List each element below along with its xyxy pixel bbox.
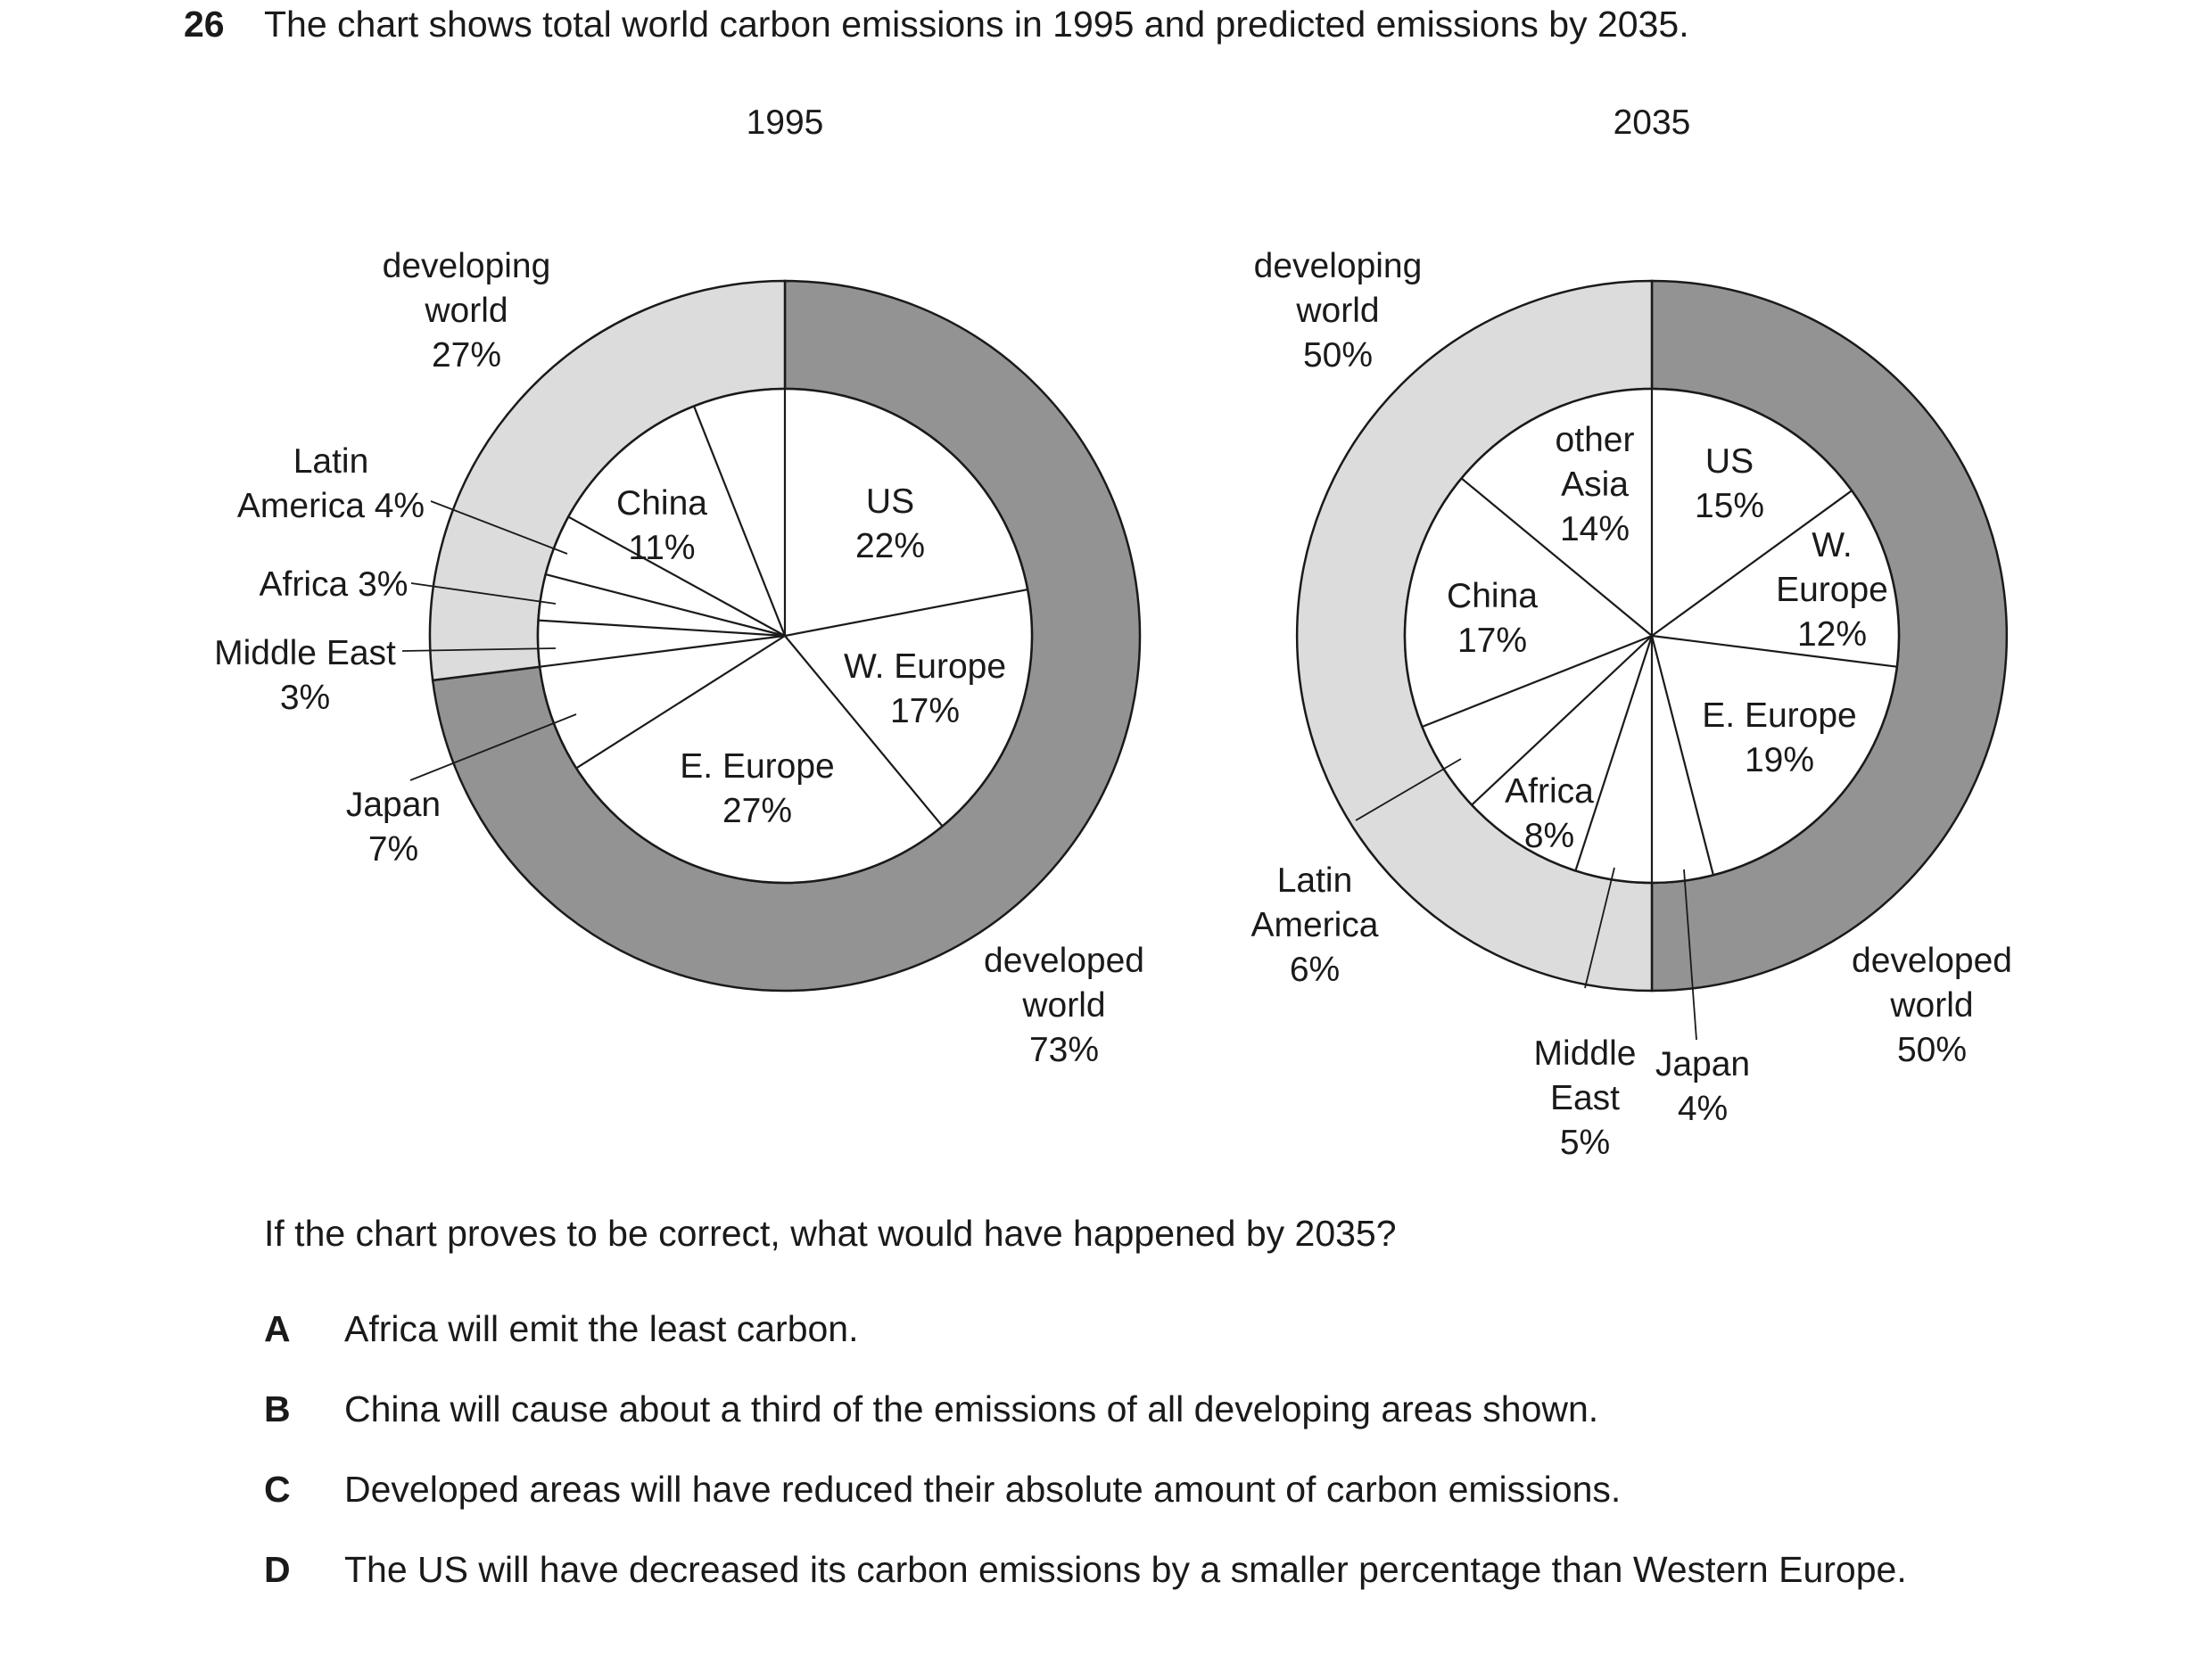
slice-label-latin-america: Latin America 4% bbox=[237, 442, 425, 525]
slice-e-europe bbox=[1651, 634, 1897, 668]
donut-charts: 1995 US 22% W. Europe 17%E. Europe 27% Japan 7%… bbox=[214, 103, 2012, 1162]
question-prompt: If the chart proves to be correct, what … bbox=[264, 1213, 1397, 1254]
slice-label-middle-east: Middle East 3% bbox=[214, 634, 396, 717]
slice-label-us: US 15% bbox=[1695, 442, 1764, 525]
option-a[interactable]: A Africa will emit the least carbon. bbox=[264, 1305, 2039, 1353]
option-b[interactable]: B China will cause about a third of the … bbox=[264, 1385, 2039, 1433]
ring-label-developing-world: developing world 50% bbox=[1254, 247, 1423, 375]
slice-label-w-europe: W. Europe 17% bbox=[844, 647, 1006, 730]
slice-label-china: China 11% bbox=[616, 484, 707, 567]
slice-middle-east bbox=[540, 634, 786, 668]
option-c[interactable]: C Developed areas will have reduced thei… bbox=[264, 1465, 2039, 1513]
leader-line-middle-east bbox=[401, 647, 557, 652]
question-number: 26 bbox=[184, 4, 225, 45]
ring-label-developing-world: developing world 27% bbox=[383, 247, 551, 375]
slice-japan bbox=[1650, 635, 1714, 876]
slice-latin-america bbox=[545, 573, 786, 638]
leader-line-japan bbox=[1683, 869, 1697, 1041]
leader-line-latin-america bbox=[1355, 758, 1462, 821]
option-letter: C bbox=[264, 1469, 291, 1510]
option-text: Africa will emit the least carbon. bbox=[344, 1308, 859, 1349]
option-letter: D bbox=[264, 1549, 291, 1590]
slice-label-e-europe: E. Europe 27% bbox=[680, 747, 834, 830]
slice-china bbox=[567, 515, 786, 637]
question-text: The chart shows total world carbon emiss… bbox=[264, 4, 1689, 45]
option-d[interactable]: D The US will have decreased its carbon … bbox=[264, 1545, 2039, 1594]
slice-label-africa: Africa 3% bbox=[260, 565, 409, 604]
slice-africa bbox=[1574, 635, 1654, 871]
leader-line-africa bbox=[410, 582, 557, 605]
slice-label-us: US 22% bbox=[855, 482, 925, 565]
slice-other-asia bbox=[1460, 477, 1653, 637]
slice-w-europe bbox=[784, 589, 1028, 638]
slice-label-other-asia: other Asia 14% bbox=[1556, 421, 1635, 548]
slice-africa bbox=[538, 619, 786, 638]
slice-japan bbox=[575, 635, 786, 770]
leader-line-latin-america bbox=[430, 500, 568, 555]
slice-label-africa: Africa 8% bbox=[1505, 772, 1594, 855]
slice-other-asia bbox=[693, 406, 787, 637]
option-text: China will cause about a third of the em… bbox=[344, 1388, 1599, 1429]
leader-line-japan bbox=[409, 713, 577, 781]
chart-title: 1995 bbox=[747, 103, 824, 142]
chart-title: 2035 bbox=[1614, 103, 1691, 142]
ring-label-developed-world: developed world 50% bbox=[1852, 942, 2012, 1069]
ring-label-developed-world: developed world 73% bbox=[984, 942, 1144, 1069]
slice-china bbox=[1422, 634, 1653, 728]
slice-latin-america bbox=[1471, 635, 1653, 806]
slice-label-middle-east: Middle East 5% bbox=[1534, 1034, 1637, 1162]
slice-label-japan: Japan 7% bbox=[346, 786, 441, 869]
leader-line-middle-east bbox=[1584, 867, 1615, 989]
option-text: Developed areas will have reduced their … bbox=[344, 1469, 1622, 1510]
slice-label-e-europe: E. Europe 19% bbox=[1702, 696, 1856, 779]
option-letter: B bbox=[264, 1388, 291, 1429]
slice-label-japan: Japan 4% bbox=[1655, 1045, 1750, 1128]
option-text: The US will have decreased its carbon em… bbox=[344, 1549, 1907, 1590]
slice-label-w-europe: W. Europe 12% bbox=[1776, 526, 1888, 654]
slice-w-europe bbox=[1651, 490, 1853, 637]
slice-e-europe bbox=[784, 635, 944, 828]
option-letter: A bbox=[264, 1308, 291, 1349]
slice-label-china: China 17% bbox=[1447, 577, 1538, 660]
slice-label-latin-america: Latin America 6% bbox=[1250, 861, 1378, 989]
